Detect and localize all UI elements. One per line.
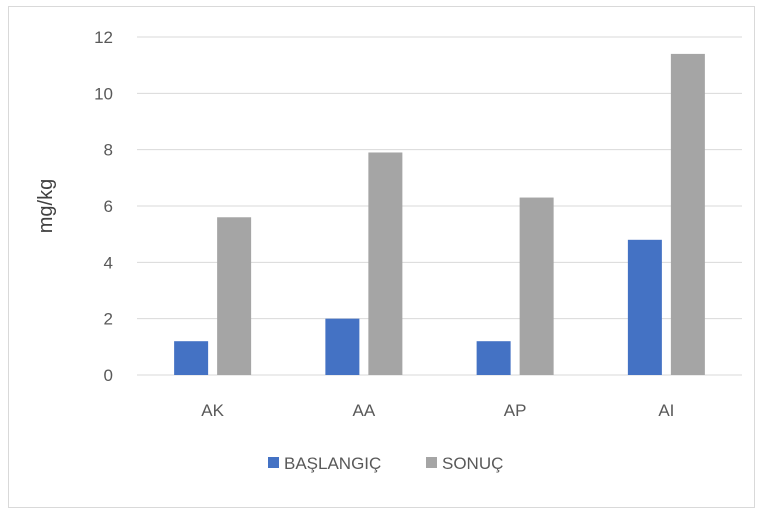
bars [174, 53, 705, 376]
y-tick-label: 10 [94, 84, 113, 103]
y-axis-ticks: 0 2 4 6 8 10 12 [94, 28, 113, 385]
bar-ak-series-2 [217, 217, 252, 375]
y-tick-label: 6 [104, 197, 113, 216]
bar-ap-series-1 [476, 341, 511, 375]
bar-ai-series-2 [670, 53, 705, 376]
bar-aa-series-2 [368, 152, 403, 375]
bar-ak-series-1 [174, 341, 209, 375]
x-tick-label: AP [504, 401, 527, 420]
bar-ai-series-1 [627, 239, 662, 375]
x-axis-ticks: AK AA AP AI [201, 401, 674, 420]
y-tick-label: 0 [104, 366, 113, 385]
y-tick-label: 4 [104, 253, 113, 272]
x-tick-label: AA [353, 401, 376, 420]
legend: BAŞLANGIÇ SONUÇ [268, 454, 503, 473]
x-tick-label: AI [658, 401, 674, 420]
legend-swatch-1 [268, 457, 279, 468]
y-tick-label: 12 [94, 28, 113, 47]
bar-ap-series-2 [519, 197, 554, 375]
y-tick-label: 2 [104, 310, 113, 329]
legend-swatch-2 [426, 457, 437, 468]
bar-aa-series-1 [325, 318, 360, 375]
legend-label-2: SONUÇ [442, 454, 503, 473]
x-tick-label: AK [201, 401, 224, 420]
legend-label-1: BAŞLANGIÇ [284, 454, 381, 473]
y-tick-label: 8 [104, 141, 113, 160]
y-axis-label: mg/kg [35, 179, 57, 233]
